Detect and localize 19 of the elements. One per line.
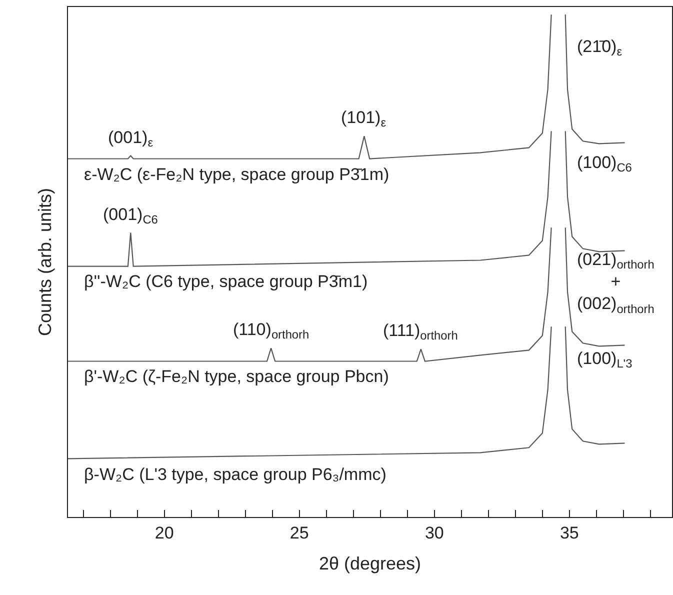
- annotation: (110)$_{orthorh}$: [233, 320, 310, 342]
- annotation: (001)$_{ε}$: [108, 128, 154, 150]
- x-tick-label: 35: [560, 523, 579, 542]
- series-label: β-W₂C (L'3 type, space group P6₃/mmc): [84, 465, 386, 484]
- x-tick-label: 20: [154, 523, 174, 542]
- annotation: (101)$_{ε}$: [341, 108, 387, 130]
- y-axis-title: Counts (arb. units): [35, 188, 56, 336]
- series-label: ε-W₂C (ε-Fe₂N type, space group P3̄1m): [84, 165, 390, 184]
- x-axis-title: 2θ (degrees): [318, 554, 422, 574]
- annotation: (001)$_{C6}$: [103, 205, 158, 227]
- series-label: β''-W₂C (C6 type, space group P3̄m1): [84, 272, 368, 291]
- series-label: β'-W₂C (ζ-Fe₂N type, space group Pbcn): [84, 367, 389, 386]
- x-tick-label: 25: [290, 523, 309, 542]
- x-tick-label: 30: [424, 523, 444, 542]
- annotation: (111)$_{orthorh}$: [383, 321, 458, 343]
- annotation: (21̄0)$_{ε}$: [577, 37, 623, 59]
- annotation: (100)$_{C6}$: [577, 153, 632, 175]
- annotation: (021)$_{orthorh}$ + (002)$_{orthorh}$: [577, 250, 654, 316]
- annotation: (100)$_{L'3}$: [577, 349, 633, 371]
